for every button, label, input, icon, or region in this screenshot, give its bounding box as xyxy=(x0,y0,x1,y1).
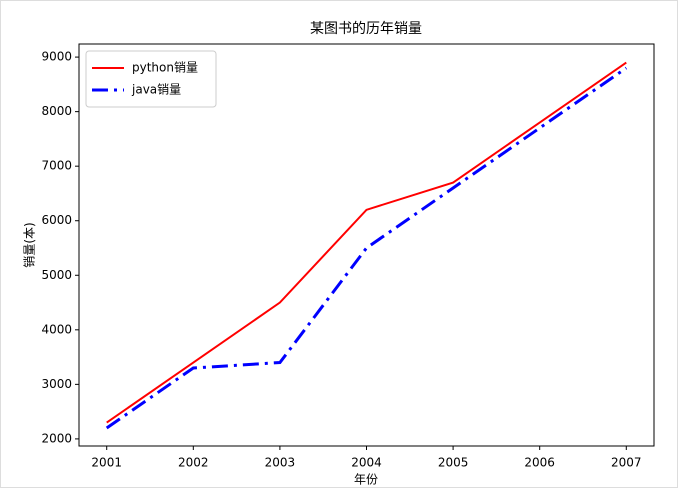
x-tick-label: 2005 xyxy=(438,456,469,470)
y-tick-label: 5000 xyxy=(41,268,72,282)
x-axis-label: 年份 xyxy=(354,473,378,487)
x-tick-label: 2006 xyxy=(524,456,555,470)
y-tick-label: 4000 xyxy=(41,322,72,336)
series-line xyxy=(106,61,627,424)
legend-label: python销量 xyxy=(132,61,198,75)
y-tick-label: 6000 xyxy=(41,213,72,227)
y-axis-label: 销量(本) xyxy=(23,222,37,267)
legend-box xyxy=(85,50,217,108)
chart-title: 某图书的历年销量 xyxy=(310,21,422,37)
plot-frame xyxy=(78,43,655,447)
x-tick-label: 2002 xyxy=(178,456,209,470)
legend-label: java销量 xyxy=(131,83,181,97)
y-tick-label: 7000 xyxy=(41,159,72,173)
x-tick-label: 2004 xyxy=(351,456,382,470)
y-tick-label: 8000 xyxy=(41,104,72,118)
y-tick-label: 9000 xyxy=(41,50,72,64)
x-tick-label: 2001 xyxy=(91,456,122,470)
x-tick-label: 2003 xyxy=(265,456,296,470)
y-tick-label: 3000 xyxy=(41,377,72,391)
y-tick-label: 2000 xyxy=(41,431,72,445)
x-tick-label: 2007 xyxy=(611,456,642,470)
series-line xyxy=(105,66,628,430)
